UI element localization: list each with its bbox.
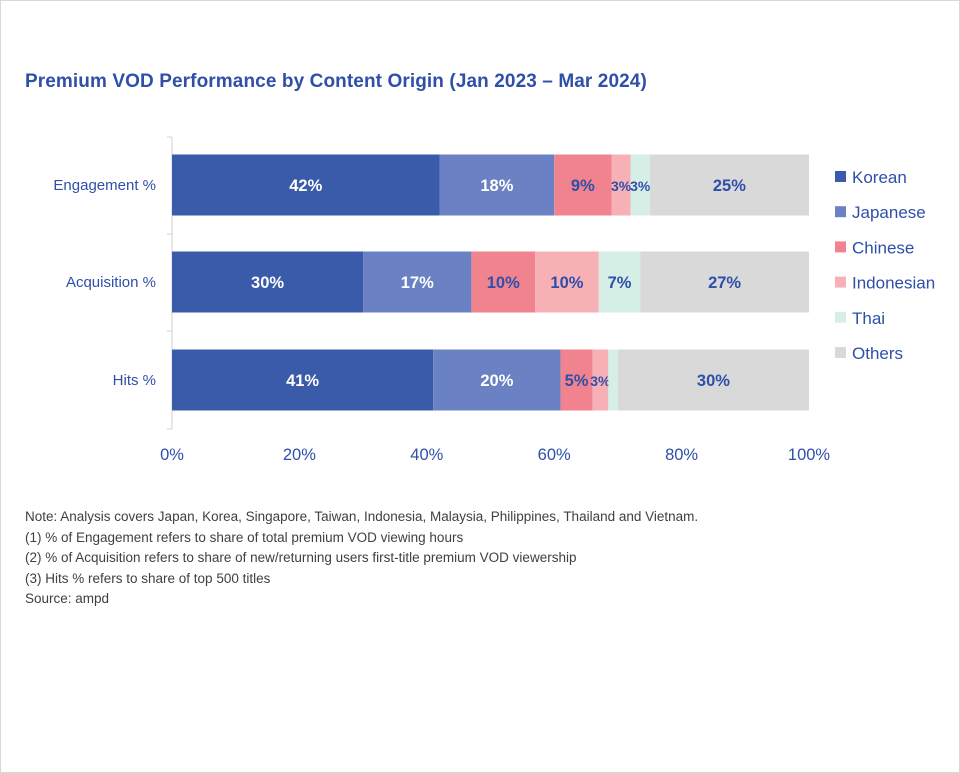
bar-segment-chinese xyxy=(554,154,612,216)
legend-swatch-chinese xyxy=(835,241,846,253)
bar-segment-others xyxy=(640,251,809,313)
legend-swatch-japanese xyxy=(835,206,846,218)
bar-segment-thai xyxy=(608,349,618,411)
x-tick-label: 20% xyxy=(283,446,316,464)
note-line: (1) % of Engagement refers to share of t… xyxy=(25,529,464,545)
bar-segment-thai xyxy=(598,251,641,313)
bar-segment-chinese xyxy=(471,251,536,313)
data-label: 30% xyxy=(697,372,730,390)
bar-segment-chinese xyxy=(560,349,593,411)
data-label: 3% xyxy=(611,178,632,194)
note-line: Source: ampd xyxy=(25,591,110,606)
note-line: (2) % of Acquisition refers to share of … xyxy=(25,550,577,565)
bar-segment-korean xyxy=(172,349,434,411)
x-tick-label: 60% xyxy=(538,446,571,464)
legend-label: Indonesian xyxy=(852,274,935,293)
legend-label: Others xyxy=(852,344,903,363)
bar-segment-others xyxy=(617,349,809,411)
bar-segment-indonesian xyxy=(592,349,609,411)
chart-notes: Note: Analysis covers Japan, Korea, Sing… xyxy=(25,507,698,610)
bar-segment-korean xyxy=(172,154,440,216)
legend-swatch-korean xyxy=(835,171,846,182)
data-label: 27% xyxy=(708,274,741,292)
category-label: Hits % xyxy=(113,372,156,389)
legend-swatch-others xyxy=(835,347,846,358)
data-label: 41% xyxy=(286,372,319,390)
data-label: 42% xyxy=(289,177,322,195)
x-tick-label: 80% xyxy=(665,446,698,464)
data-label: 10% xyxy=(487,274,520,292)
bar-segment-japanese xyxy=(363,251,472,313)
note-line: Note: Analysis covers Japan, Korea, Sing… xyxy=(25,509,699,524)
note-line: (3) Hits % refers to share of top 500 ti… xyxy=(25,570,271,586)
x-tick-label: 40% xyxy=(410,446,443,464)
data-label: 20% xyxy=(480,372,513,390)
category-label: Engagement % xyxy=(53,177,156,194)
x-tick-label: 0% xyxy=(160,446,184,464)
x-tick-label: 100% xyxy=(788,446,831,464)
legend-label: Chinese xyxy=(852,238,914,257)
legend-label: Japanese xyxy=(852,203,926,222)
data-label: 25% xyxy=(713,177,746,195)
data-label: 9% xyxy=(571,177,595,195)
legend-label: Korean xyxy=(852,168,907,187)
data-label: 10% xyxy=(550,274,583,292)
data-label: 30% xyxy=(251,274,284,292)
bar-segment-others xyxy=(649,154,809,216)
data-label: 17% xyxy=(401,274,434,292)
bar-segment-indonesian xyxy=(535,251,599,313)
data-label: 3% xyxy=(590,373,611,389)
data-label: 5% xyxy=(565,372,589,390)
bar-segment-japanese xyxy=(439,154,555,216)
bar-segment-thai xyxy=(630,154,650,216)
legend-swatch-thai xyxy=(835,311,846,323)
chart-title: Premium VOD Performance by Content Origi… xyxy=(25,71,647,92)
stacked-bar-chart: Engagement % Acquisition % Hits % 42% 18% 9% 3… xyxy=(53,136,935,464)
legend-swatch-indonesian xyxy=(835,276,846,288)
legend-label: Thai xyxy=(852,309,885,328)
bar-segment-indonesian xyxy=(611,154,631,216)
data-label: 3% xyxy=(630,178,651,194)
bar-segment-japanese xyxy=(433,349,561,411)
data-label: 7% xyxy=(608,274,632,292)
bar-segment-korean xyxy=(172,251,364,313)
category-label: Acquisition % xyxy=(66,274,156,291)
data-label: 18% xyxy=(480,177,513,195)
